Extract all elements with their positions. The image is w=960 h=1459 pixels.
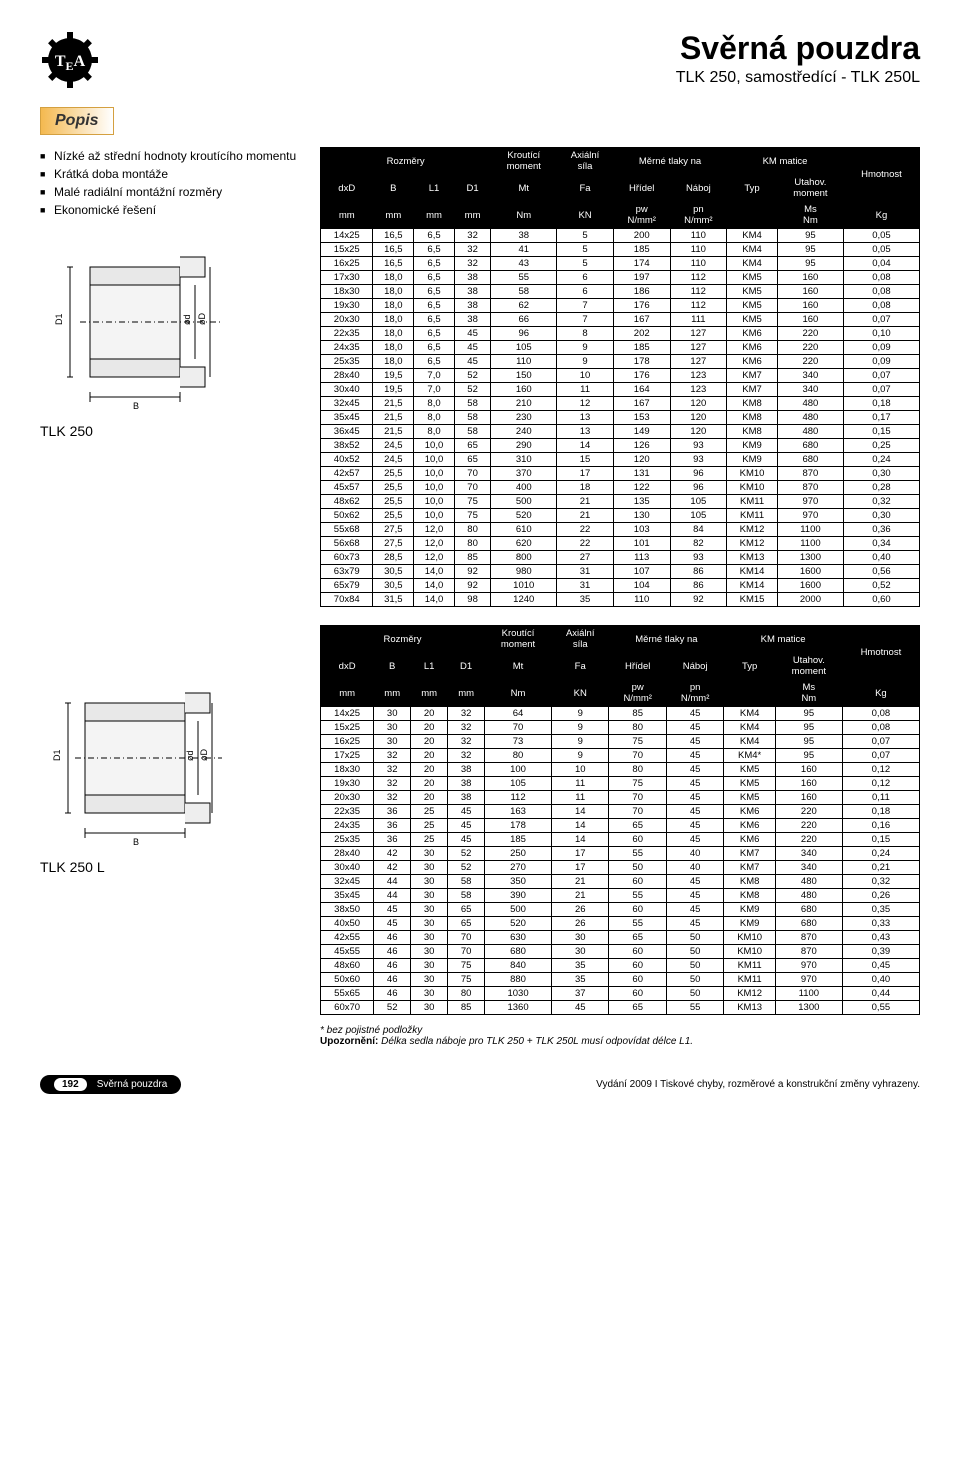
table-row: 40x5224,510,0653101512093KM96800,24 [321, 453, 920, 467]
svg-text:ød: ød [182, 314, 192, 325]
footer-left: 192 Svěrná pouzdra [40, 1075, 181, 1094]
footnote-line2: Upozornění: Délka sedla náboje pro TLK 2… [320, 1036, 920, 1047]
section-title: Popis [40, 107, 114, 135]
table-row: 38x50453065500266045KM96800,35 [321, 903, 920, 917]
svg-text:ød: ød [185, 750, 195, 761]
feature-item: Krátká doba montáže [40, 165, 300, 183]
page-footer: 192 Svěrná pouzdra Vydání 2009 I Tiskové… [40, 1075, 920, 1094]
diagram-label-tlk250l: TLK 250 L [40, 859, 300, 875]
table-row: 55x654630801030376050KM1211000,44 [321, 987, 920, 1001]
table-row: 38x5224,510,0652901412693KM96800,25 [321, 439, 920, 453]
table-row: 28x40423052250175540KM73400,24 [321, 847, 920, 861]
table-row: 25x3518,06,5451109178127KM62200,09 [321, 355, 920, 369]
page-header: Svěrná pouzdra TLK 250, samostředící - T… [40, 30, 920, 87]
footer-section: Svěrná pouzdra [97, 1079, 168, 1090]
table-row: 30x4019,57,05216011164123KM73400,07 [321, 383, 920, 397]
table-row: 15x2516,56,532415185110KM4950,05 [321, 243, 920, 257]
table-row: 40x50453065520265545KM96800,33 [321, 917, 920, 931]
table-row: 60x7328,512,0858002711393KM1313000,40 [321, 551, 920, 565]
table-row: 14x253020326498545KM4950,08 [321, 707, 920, 721]
table-row: 14x2516,56,532385200110KM4950,05 [321, 229, 920, 243]
footnote: * bez pojistné podložky Upozornění: Délk… [320, 1025, 920, 1047]
table-row: 48x6225,510,07550021135105KM119700,32 [321, 495, 920, 509]
table-row: 30x40423052270175040KM73400,21 [321, 861, 920, 875]
table-row: 19x30322038105117545KM51600,12 [321, 777, 920, 791]
table-row: 28x4019,57,05215010176123KM73400,07 [321, 369, 920, 383]
table-row: 16x253020327397545KM4950,07 [321, 735, 920, 749]
feature-item: Nízké až střední hodnoty kroutícího mome… [40, 147, 300, 165]
page-title: Svěrná pouzdra [40, 30, 920, 67]
footer-right: Vydání 2009 I Tiskové chyby, rozměrové a… [596, 1079, 920, 1090]
svg-text:øD: øD [199, 749, 209, 761]
feature-item: Ekonomické řešení [40, 201, 300, 219]
table-row: 20x30322038112117045KM51600,11 [321, 791, 920, 805]
table-row: 45x55463070680306050KM108700,39 [321, 945, 920, 959]
table-row: 35x45443058390215545KM84800,26 [321, 889, 920, 903]
table-row: 35x4521,58,05823013153120KM84800,17 [321, 411, 920, 425]
table-row: 25x35362545185146045KM62200,15 [321, 833, 920, 847]
diagram-tlk250l: D1 ød øD B [40, 673, 300, 853]
table-row: 18x30322038100108045KM51600,12 [321, 763, 920, 777]
feature-list: Nízké až střední hodnoty kroutícího mome… [40, 147, 300, 219]
data-table-tlk250l: RozměryKroutícímomentAxiálnísílaMěrné tl… [320, 625, 920, 1015]
table-row: 16x2516,56,532435174110KM4950,04 [321, 257, 920, 271]
svg-text:øD: øD [197, 313, 207, 325]
table-row: 42x55463070630306550KM108700,43 [321, 931, 920, 945]
diagram-tlk250: D1 ød øD B [40, 237, 300, 417]
table-row: 55x6827,512,0806102210384KM1211000,36 [321, 523, 920, 537]
page-number: 192 [54, 1078, 87, 1091]
table-row: 17x253220328097045KM4*950,07 [321, 749, 920, 763]
logo-gear: TEA [40, 30, 100, 90]
svg-text:B: B [133, 837, 139, 847]
table-row: 60x705230851360456555KM1313000,55 [321, 1001, 920, 1015]
table-row: 18x3018,06,538586186112KM51600,08 [321, 285, 920, 299]
table-row: 65x7930,514,09210103110486KM1416000,52 [321, 579, 920, 593]
table-row: 56x6827,512,0806202210182KM1211000,34 [321, 537, 920, 551]
page-subtitle: TLK 250, samostředící - TLK 250L [40, 69, 920, 87]
table-row: 45x5725,510,0704001812296KM108700,28 [321, 481, 920, 495]
table-row: 20x3018,06,538667167111KM51600,07 [321, 313, 920, 327]
table-row: 17x3018,06,538556197112KM51600,08 [321, 271, 920, 285]
svg-text:D1: D1 [52, 749, 62, 761]
svg-text:B: B [133, 401, 139, 411]
table-row: 15x253020327098045KM4950,08 [321, 721, 920, 735]
table-row: 24x3518,06,5451059185127KM62200,09 [321, 341, 920, 355]
svg-text:D1: D1 [54, 313, 64, 325]
table-row: 50x60463075880356050KM119700,40 [321, 973, 920, 987]
feature-item: Malé radiální montážní rozměry [40, 183, 300, 201]
table-row: 42x5725,510,0703701713196KM108700,30 [321, 467, 920, 481]
data-table-tlk250: RozměryKroutícímomentAxiálnísílaMěrné tl… [320, 147, 920, 607]
table-row: 32x4521,58,05821012167120KM84800,18 [321, 397, 920, 411]
table-row: 19x3018,06,538627176112KM51600,08 [321, 299, 920, 313]
table-row: 50x6225,510,07552021130105KM119700,30 [321, 509, 920, 523]
table-row: 36x4521,58,05824013149120KM84800,15 [321, 425, 920, 439]
table-row: 22x3518,06,545968202127KM62200,10 [321, 327, 920, 341]
table-row: 22x35362545163147045KM62200,18 [321, 805, 920, 819]
table-row: 24x35362545178146545KM62200,16 [321, 819, 920, 833]
table-row: 32x45443058350216045KM84800,32 [321, 875, 920, 889]
table-row: 48x60463075840356050KM119700,45 [321, 959, 920, 973]
table-row: 63x7930,514,0929803110786KM1416000,56 [321, 565, 920, 579]
footnote-line1: * bez pojistné podložky [320, 1025, 920, 1036]
table-row: 70x8431,514,09812403511092KM1520000,60 [321, 593, 920, 607]
diagram-label-tlk250: TLK 250 [40, 423, 300, 439]
